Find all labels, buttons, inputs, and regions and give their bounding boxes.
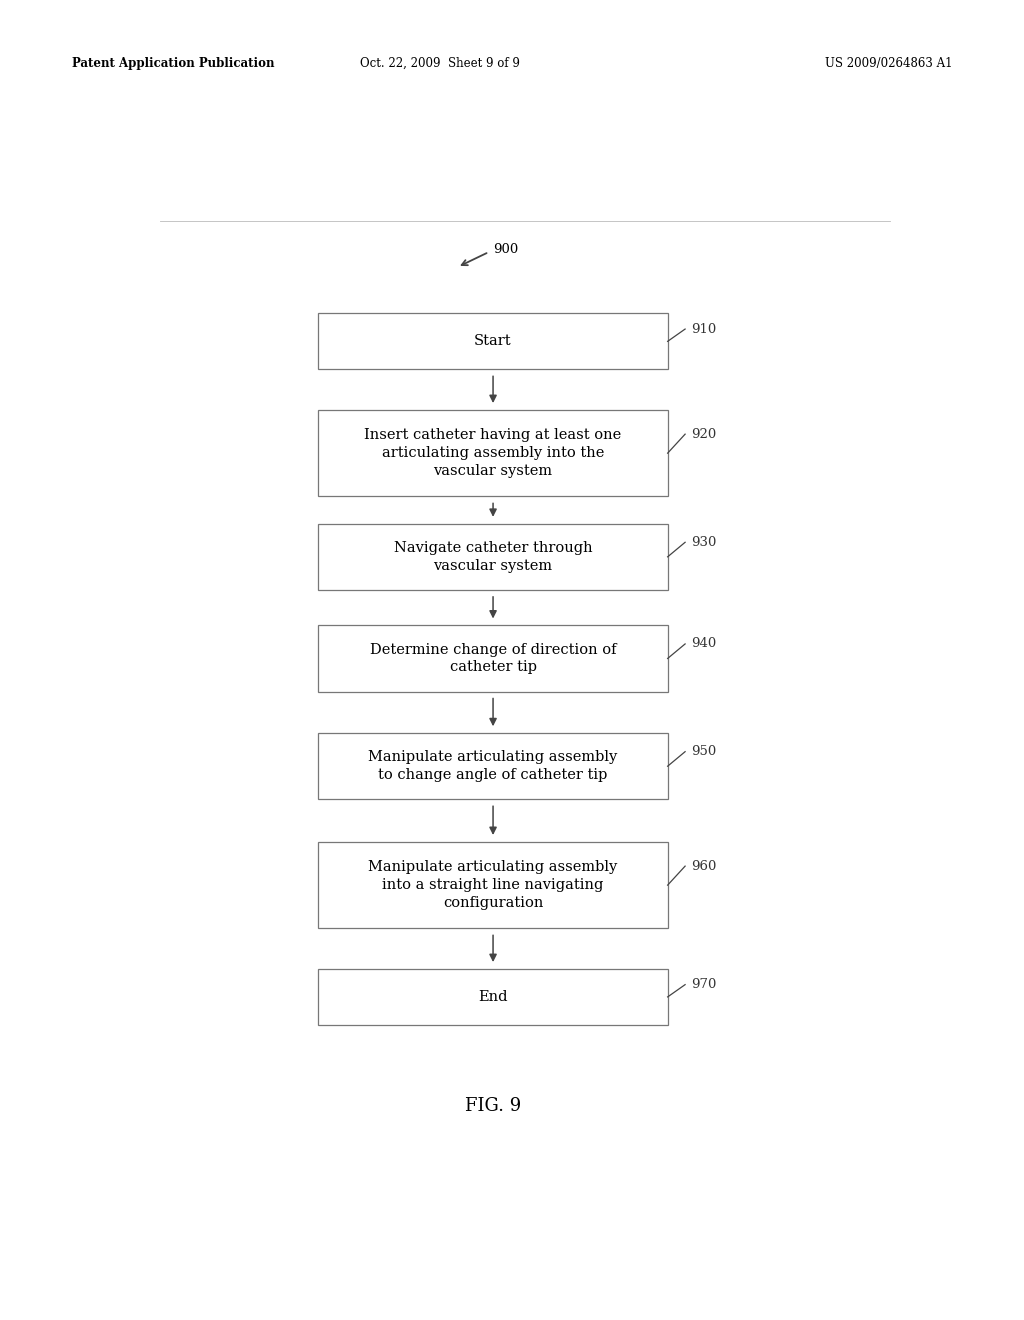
FancyBboxPatch shape: [318, 313, 668, 370]
Text: Navigate catheter through
vascular system: Navigate catheter through vascular syste…: [394, 541, 592, 573]
Text: Start: Start: [474, 334, 512, 348]
Text: 950: 950: [691, 746, 717, 758]
Text: 930: 930: [691, 536, 717, 549]
FancyBboxPatch shape: [318, 733, 668, 799]
Text: 960: 960: [691, 859, 717, 873]
Text: Oct. 22, 2009  Sheet 9 of 9: Oct. 22, 2009 Sheet 9 of 9: [360, 57, 520, 70]
FancyBboxPatch shape: [318, 626, 668, 692]
FancyBboxPatch shape: [318, 524, 668, 590]
Text: Patent Application Publication: Patent Application Publication: [72, 57, 274, 70]
Text: FIG. 9: FIG. 9: [465, 1097, 521, 1114]
Text: 970: 970: [691, 978, 717, 991]
FancyBboxPatch shape: [318, 842, 668, 928]
Text: Insert catheter having at least one
articulating assembly into the
vascular syst: Insert catheter having at least one arti…: [365, 428, 622, 478]
Text: 940: 940: [691, 638, 717, 651]
Text: Manipulate articulating assembly
to change angle of catheter tip: Manipulate articulating assembly to chan…: [369, 750, 617, 783]
FancyBboxPatch shape: [318, 411, 668, 496]
Text: 910: 910: [691, 322, 717, 335]
Text: End: End: [478, 990, 508, 1005]
Text: 900: 900: [494, 243, 518, 256]
Text: 920: 920: [691, 428, 717, 441]
Text: US 2009/0264863 A1: US 2009/0264863 A1: [824, 57, 952, 70]
Text: Manipulate articulating assembly
into a straight line navigating
configuration: Manipulate articulating assembly into a …: [369, 861, 617, 909]
Text: Determine change of direction of
catheter tip: Determine change of direction of cathete…: [370, 643, 616, 675]
FancyBboxPatch shape: [318, 969, 668, 1024]
